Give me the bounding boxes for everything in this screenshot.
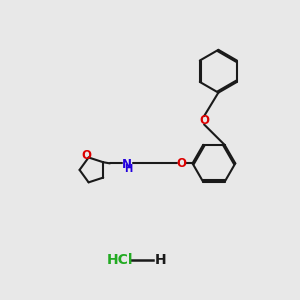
Text: H: H <box>124 164 132 174</box>
Text: N: N <box>122 158 132 171</box>
Text: O: O <box>199 114 209 127</box>
Text: O: O <box>82 149 92 162</box>
Text: HCl: HCl <box>107 253 134 267</box>
Text: O: O <box>176 157 186 170</box>
Text: H: H <box>154 253 166 267</box>
